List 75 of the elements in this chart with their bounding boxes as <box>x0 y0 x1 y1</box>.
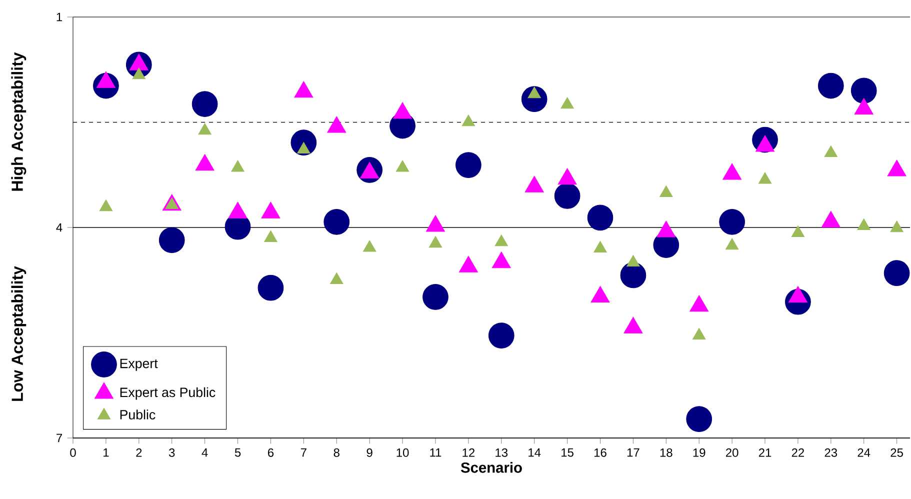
x-tick-label: 14 <box>528 448 541 457</box>
point <box>327 116 346 133</box>
x-tick-label: 2 <box>136 448 142 457</box>
point <box>261 202 280 218</box>
point <box>198 123 212 135</box>
point <box>692 328 706 340</box>
point <box>791 226 805 238</box>
y-tick-label: 4 <box>56 223 62 232</box>
point <box>458 256 478 272</box>
x-tick-label: 16 <box>594 448 606 457</box>
x-tick-label: 12 <box>462 448 474 457</box>
point <box>462 114 476 126</box>
point <box>264 230 278 242</box>
x-tick-label: 24 <box>858 448 870 457</box>
point <box>758 172 772 184</box>
point <box>524 176 544 192</box>
point <box>624 316 643 334</box>
point <box>195 154 214 171</box>
point <box>231 160 244 172</box>
point <box>626 254 640 267</box>
x-tick-label: 25 <box>890 448 903 457</box>
x-tick-label: 9 <box>366 448 372 457</box>
y-tick-label: 7 <box>56 434 62 442</box>
point <box>132 68 146 80</box>
legend-label: Public <box>120 410 156 420</box>
point <box>558 168 577 185</box>
point <box>492 252 511 268</box>
x-tick-label: 21 <box>758 448 772 457</box>
point <box>722 163 742 180</box>
point <box>330 272 344 284</box>
x-tick-label: 15 <box>562 448 574 457</box>
point <box>393 102 412 119</box>
point <box>660 186 673 198</box>
text: Low Acceptability <box>11 266 26 401</box>
x-tick-label: 5 <box>234 448 241 457</box>
point <box>99 200 113 212</box>
point <box>560 97 574 109</box>
point <box>690 295 709 312</box>
point <box>824 146 838 158</box>
legend-label: Expert as Public <box>120 387 216 400</box>
legend-label: Expert <box>120 358 158 371</box>
x-tick-label: 19 <box>693 448 706 457</box>
point <box>656 220 676 238</box>
point <box>428 236 442 248</box>
point <box>821 210 840 228</box>
x-tick-label: 17 <box>627 448 640 457</box>
point <box>294 81 314 98</box>
x-axis-title: Scenario <box>460 462 522 473</box>
text: High Acceptability <box>11 52 26 191</box>
x-tick-label: 10 <box>396 448 409 457</box>
x-tick-label: 22 <box>792 448 804 457</box>
point <box>857 218 870 230</box>
point <box>854 98 874 115</box>
point <box>594 240 607 252</box>
point <box>426 215 445 232</box>
point <box>494 234 508 246</box>
x-tick-label: 0 <box>70 448 76 457</box>
point <box>590 286 610 303</box>
point <box>362 240 376 252</box>
point <box>725 238 739 250</box>
y-tick-label: 1 <box>56 12 62 22</box>
x-tick-label: 11 <box>430 448 442 457</box>
point <box>396 160 410 172</box>
x-tick-label: 4 <box>202 448 208 457</box>
x-tick-label: 8 <box>334 448 340 457</box>
x-tick-label: 7 <box>300 448 306 457</box>
x-tick-label: 13 <box>496 448 508 457</box>
x-tick-label: 3 <box>168 448 175 457</box>
x-tick-label: 18 <box>660 448 672 457</box>
x-tick-label: 1 <box>104 448 109 457</box>
x-tick-label: 6 <box>268 448 274 457</box>
x-tick-label: 20 <box>726 448 738 457</box>
point <box>165 197 178 209</box>
x-tick-label: 23 <box>824 448 838 457</box>
point <box>228 202 248 218</box>
